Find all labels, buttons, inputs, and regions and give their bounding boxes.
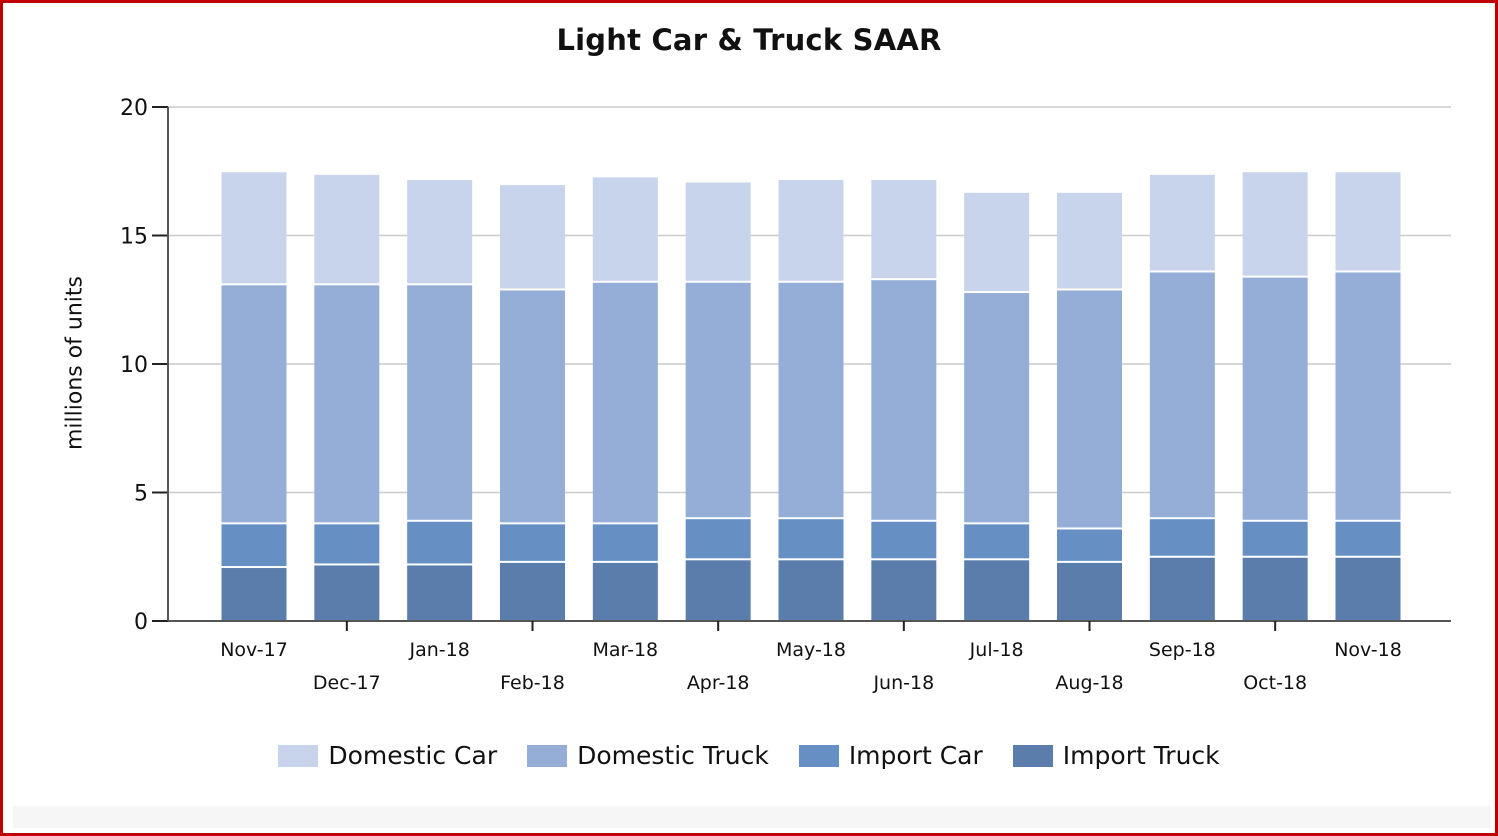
y-tick-label-5: 5 [134,482,148,507]
legend-swatch-domestic-car [278,744,319,767]
legend-label-import-car: Import Car [848,741,983,770]
bar-domestic-car-nov-17 [221,172,287,284]
bar-import-truck-apr-18 [685,560,751,620]
bar-import-truck-mar-18 [592,562,658,620]
bar-import-truck-feb-18 [500,562,565,620]
legend-label-domestic-truck: Domestic Truck [577,741,769,770]
bar-import-truck-jun-18 [871,560,937,620]
bar-domestic-car-jun-18 [871,179,937,279]
x-tick-label-oct-18: Oct-18 [1243,672,1307,694]
bar-import-car-feb-18 [500,524,565,561]
bar-domestic-truck-mar-18 [592,282,658,523]
y-tick-label-20: 20 [120,96,148,121]
bar-domestic-truck-apr-18 [685,282,751,518]
bar-domestic-car-sep-18 [1149,174,1215,271]
bar-import-car-jul-18 [964,524,1030,559]
x-tick-label-sep-18: Sep-18 [1149,639,1216,661]
x-tick-label-mar-18: Mar-18 [592,639,658,661]
bar-domestic-truck-feb-18 [500,290,565,523]
x-tick-label-dec-17: Dec-17 [313,672,381,694]
bar-import-car-mar-18 [592,524,658,561]
legend-item-domestic-truck: Domestic Truck [527,741,769,770]
legend-item-domestic-car: Domestic Car [278,741,497,770]
bar-domestic-truck-jan-18 [407,285,473,520]
x-tick-label-may-18: May-18 [776,639,846,661]
bar-domestic-car-nov-18 [1335,172,1401,271]
bar-import-car-may-18 [778,519,844,559]
bar-import-truck-nov-18 [1335,557,1401,620]
bar-domestic-car-oct-18 [1242,172,1308,276]
x-tick-label-feb-18: Feb-18 [500,672,565,694]
x-tick-label-nov-17: Nov-17 [220,639,288,661]
legend-item-import-truck: Import Truck [1012,741,1220,770]
bar-domestic-car-may-18 [778,179,844,281]
bar-import-car-nov-18 [1335,521,1401,556]
legend-item-import-car: Import Car [798,741,983,770]
x-tick-label-nov-18: Nov-18 [1334,639,1402,661]
bar-import-truck-sep-18 [1149,557,1215,620]
legend-swatch-import-car [798,744,839,767]
bar-domestic-car-jan-18 [407,179,473,284]
chart-plot-area: 0 5 10 15 20 Nov-17 Dec-17 Jan-18 Feb-18 Mar-18 Ap… [120,96,1451,694]
bar-import-truck-dec-17 [314,565,380,620]
bar-domestic-car-aug-18 [1057,192,1122,289]
x-tick-label-jul-18: Jul-18 [969,639,1024,661]
bar-domestic-truck-oct-18 [1242,277,1308,520]
bar-import-truck-may-18 [778,560,844,620]
x-tick-label-jan-18: Jan-18 [409,639,470,661]
bar-domestic-truck-aug-18 [1057,290,1122,528]
x-tick-label-apr-18: Apr-18 [687,672,750,694]
bar-domestic-truck-sep-18 [1149,272,1215,518]
chart-legend: Domestic Car Domestic Truck Import Car I… [3,741,1495,770]
bar-domestic-car-jul-18 [964,192,1030,292]
bar-import-car-sep-18 [1149,519,1215,556]
bar-import-car-jun-18 [871,521,937,559]
bar-domestic-car-feb-18 [500,185,565,289]
bar-domestic-truck-jul-18 [964,293,1030,523]
bar-domestic-car-apr-18 [685,182,751,281]
bar-import-car-aug-18 [1057,529,1122,561]
bar-import-truck-oct-18 [1242,557,1308,620]
x-tick-label-aug-18: Aug-18 [1055,672,1123,694]
legend-label-import-truck: Import Truck [1062,741,1220,770]
bar-domestic-truck-nov-17 [221,285,287,523]
y-tick-label-15: 15 [120,225,148,250]
bar-import-truck-jul-18 [964,560,1030,620]
y-tick-label-0: 0 [134,610,148,635]
y-tick-label-10: 10 [120,353,148,378]
legend-swatch-domestic-truck [527,744,568,767]
bar-domestic-truck-may-18 [778,282,844,518]
legend-swatch-import-truck [1012,744,1053,767]
bar-domestic-car-dec-17 [314,174,380,284]
bar-import-truck-nov-17 [221,568,287,620]
bottom-strip [13,806,1491,828]
bar-import-car-apr-18 [685,519,751,559]
bar-domestic-truck-nov-18 [1335,272,1401,520]
chart-title: Light Car & Truck SAAR [556,23,942,57]
x-tick-label-jun-18: Jun-18 [872,672,934,694]
bar-import-car-jan-18 [407,521,473,564]
bar-import-car-nov-17 [221,524,287,567]
legend-label-domestic-car: Domestic Car [328,741,498,770]
bar-domestic-car-mar-18 [592,177,658,281]
bar-domestic-truck-dec-17 [314,285,380,523]
bar-import-car-dec-17 [314,524,380,564]
bar-import-truck-jan-18 [407,565,473,620]
bar-domestic-truck-jun-18 [871,280,937,520]
bar-import-car-oct-18 [1242,521,1308,556]
bar-import-truck-aug-18 [1057,562,1122,620]
